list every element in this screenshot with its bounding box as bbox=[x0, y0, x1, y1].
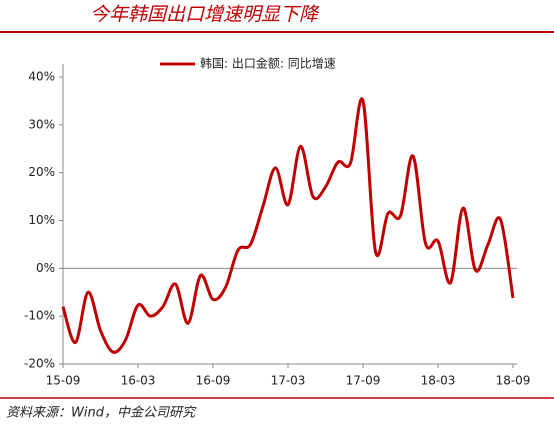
legend-label: 韩国: 出口金额: 同比增速 bbox=[200, 56, 336, 71]
y-tick-label: 40% bbox=[28, 70, 55, 84]
x-tick-label: 16-03 bbox=[121, 374, 156, 388]
y-tick-label: -20% bbox=[24, 357, 55, 371]
y-tick-label: -10% bbox=[24, 309, 55, 323]
x-tick-label: 17-09 bbox=[346, 374, 381, 388]
x-tick-label: 15-09 bbox=[46, 374, 81, 388]
y-tick-label: 30% bbox=[28, 117, 55, 131]
source: 资料来源：Wind，中金公司研究 bbox=[6, 405, 197, 421]
x-tick-label: 16-09 bbox=[196, 374, 231, 388]
x-tick-label: 18-09 bbox=[496, 374, 531, 388]
y-tick-label: 10% bbox=[28, 213, 55, 227]
y-tick-label: 0% bbox=[36, 261, 55, 275]
series-line bbox=[61, 97, 515, 354]
x-tick-label: 18-03 bbox=[421, 374, 456, 388]
y-tick-label: 20% bbox=[28, 165, 55, 179]
chart-title: 今年韩国出口增速明显下降 bbox=[90, 4, 320, 26]
x-tick-label: 17-03 bbox=[271, 374, 306, 388]
